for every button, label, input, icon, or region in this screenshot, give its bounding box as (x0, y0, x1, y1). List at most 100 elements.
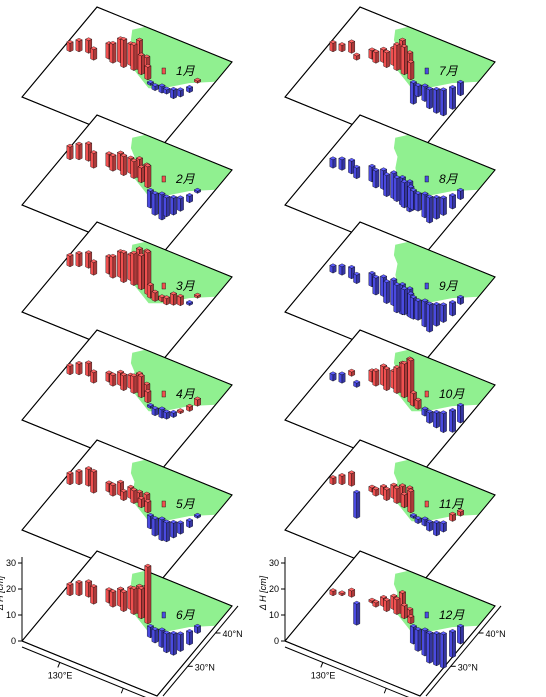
bar-top (116, 586, 125, 591)
bar-face (137, 374, 142, 399)
bar-station-16 (151, 289, 159, 302)
bar-side (133, 374, 138, 394)
map-frame (21, 550, 233, 697)
bar-face (400, 45, 405, 76)
bar-side (452, 86, 456, 110)
bar-top (439, 87, 447, 91)
lat-tick-label: 30°N (458, 662, 478, 672)
bar-side (386, 488, 391, 501)
bar-face (151, 628, 156, 644)
bar-face (353, 491, 357, 519)
bar-station-2 (75, 361, 83, 376)
bar-face (163, 521, 167, 543)
bar-top (348, 368, 356, 373)
bar-station-22 (193, 396, 202, 407)
bar-station-18 (426, 630, 434, 664)
bar-station-8 (120, 249, 128, 283)
bar-side (180, 196, 184, 212)
bar-top (120, 249, 128, 254)
bar-station-20 (439, 195, 447, 216)
bar-station-20 (439, 302, 447, 323)
bar-face (144, 390, 149, 404)
bar-face (421, 193, 426, 219)
bar-top (176, 520, 184, 524)
bar-top (348, 158, 356, 162)
bar-top (398, 590, 407, 594)
bar-face (414, 84, 419, 98)
bar-station-19 (169, 291, 178, 306)
bar-top (176, 87, 184, 91)
bar-top (329, 371, 337, 376)
bar-station-4 (90, 150, 98, 169)
bar-face (368, 369, 373, 383)
bar-top (66, 470, 74, 475)
bar-station-12 (400, 44, 408, 76)
bar-station-19 (432, 302, 441, 327)
bar-station-2 (75, 141, 83, 161)
bar-top (398, 282, 407, 286)
bar-face (372, 369, 377, 387)
bar-face (433, 196, 437, 220)
bar-side (436, 196, 440, 220)
bar-top (426, 519, 434, 524)
bar-station-4 (353, 52, 361, 61)
bar-station-22 (193, 187, 202, 194)
bar-face (433, 632, 437, 667)
panel-10: 10月 (284, 329, 496, 476)
bar-face (105, 588, 110, 604)
bar-face (390, 171, 394, 200)
bar-station-6 (372, 274, 380, 296)
bar-side (141, 54, 145, 76)
bar-side (123, 154, 128, 176)
bar-top (393, 485, 401, 490)
bar-face (144, 500, 149, 514)
bar-top (406, 179, 414, 183)
bar-station-22 (456, 79, 465, 97)
bar-face (127, 374, 131, 390)
bar-top (414, 627, 422, 631)
bar-top (85, 141, 93, 145)
bar-top (426, 194, 434, 199)
bar-top (409, 295, 417, 299)
land-mass (393, 570, 495, 633)
bar-top (439, 520, 447, 524)
bar-top (390, 482, 398, 487)
bar-face (410, 81, 414, 105)
bar-station-20 (439, 410, 447, 433)
bar-top (426, 630, 434, 635)
bar-top (144, 499, 152, 503)
bar-station-21 (448, 300, 457, 317)
bar-station-21 (448, 85, 457, 110)
bar-face (137, 166, 142, 184)
month-label: 2月 (175, 172, 196, 186)
bar-side (133, 43, 138, 71)
bar-top (353, 52, 361, 57)
bar-face (393, 176, 398, 203)
bar-face (127, 486, 131, 500)
bar-top (85, 360, 93, 364)
legend-bar-icon (161, 175, 166, 183)
bar-station-10 (393, 42, 401, 71)
bar-face (433, 88, 437, 114)
bar-station-18 (163, 630, 171, 654)
bar-top (120, 488, 128, 493)
bar-top (368, 270, 376, 275)
bar-face (75, 143, 80, 161)
bar-station-2 (338, 473, 346, 486)
z-tick-label: 30 (269, 558, 279, 568)
bar-station-22 (456, 402, 465, 424)
bar-station-6 (372, 49, 380, 64)
bar-top (85, 466, 93, 470)
bar-face (449, 630, 453, 658)
bar-face (440, 303, 444, 323)
bar-station-12 (137, 52, 145, 76)
bar-top (176, 631, 184, 635)
bar-station-16 (151, 627, 159, 644)
bar-side (436, 521, 440, 537)
bar-top (338, 590, 346, 594)
bar-station-12 (137, 373, 145, 399)
bar-top (85, 579, 93, 583)
z-tick-label: 10 (269, 610, 279, 620)
bar-side (386, 173, 391, 197)
bar-station-14 (407, 488, 415, 514)
